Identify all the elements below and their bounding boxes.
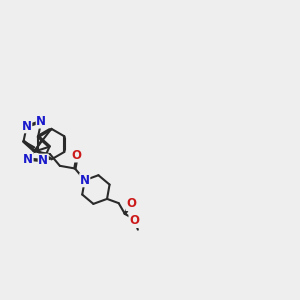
Text: N: N: [80, 174, 90, 187]
Text: N: N: [23, 153, 33, 166]
Text: N: N: [36, 115, 46, 128]
Text: N: N: [38, 154, 48, 167]
Text: O: O: [126, 197, 136, 211]
Text: O: O: [129, 214, 139, 227]
Text: O: O: [72, 149, 82, 162]
Text: N: N: [22, 120, 32, 133]
